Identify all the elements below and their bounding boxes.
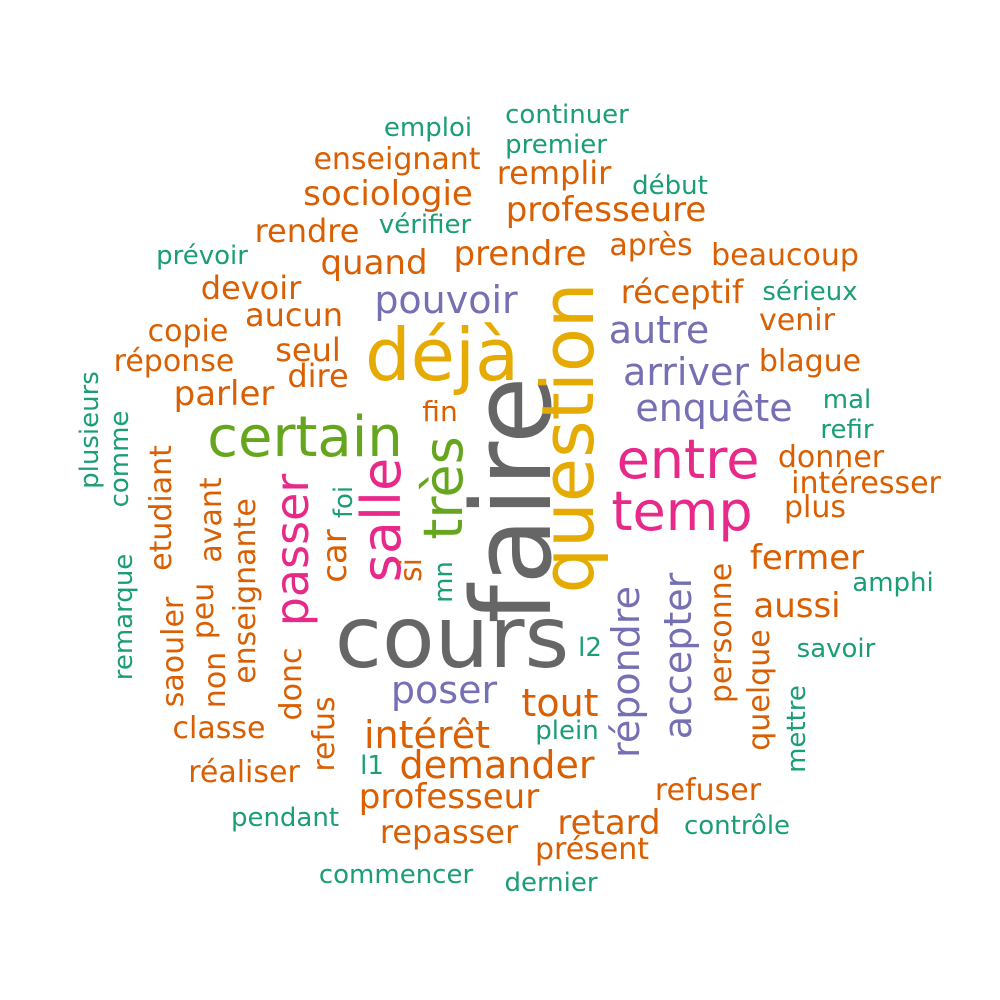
word-prendre: prendre — [453, 234, 587, 274]
word-prevoir: prévoir — [156, 241, 248, 271]
word-interet: intérêt — [364, 713, 490, 757]
word-enseignante: enseignante — [228, 498, 263, 684]
word-quand: quand — [320, 243, 428, 283]
word-plus: plus — [783, 490, 847, 525]
word-enquete: enquête — [635, 386, 793, 430]
word-realiser: réaliser — [188, 755, 300, 790]
word-l2: l2 — [578, 633, 602, 663]
word-car: car — [315, 529, 355, 583]
word-personne: personne — [704, 562, 739, 704]
word-dernier: dernier — [504, 868, 598, 898]
word-parler: parler — [173, 374, 275, 414]
word-commencer: commencer — [318, 860, 474, 890]
word-sociologie: sociologie — [303, 174, 473, 214]
word-mal: mal — [822, 385, 872, 415]
word-non: non — [198, 651, 233, 709]
word-classe: classe — [172, 711, 266, 746]
word-peu: peu — [186, 582, 221, 640]
word-remarque: remarque — [109, 553, 139, 681]
word-fin: fin — [422, 395, 458, 428]
word-controle: contrôle — [683, 811, 791, 841]
word-refus: refus — [307, 696, 342, 772]
word-retard: retard — [557, 803, 661, 843]
word-rendre: rendre — [254, 212, 360, 250]
word-plusieurs: plusieurs — [75, 371, 105, 489]
word-accepter: accepter — [656, 572, 700, 740]
word-mn: mn — [429, 561, 459, 603]
word-remplir: remplir — [496, 154, 612, 192]
word-quelque: quelque — [742, 629, 777, 751]
word-etudiant: etudiant — [144, 445, 179, 571]
word-refuser: refuser — [654, 773, 762, 808]
word-comme: comme — [105, 410, 135, 508]
word-repondre: répondre — [604, 586, 648, 758]
word-beaucoup: beaucoup — [711, 238, 859, 273]
word-tres: très — [412, 436, 475, 540]
word-mettre: mettre — [782, 685, 812, 773]
word-repasser: repasser — [379, 813, 519, 851]
word-premier: premier — [505, 130, 607, 160]
word-serieux: sérieux — [762, 277, 858, 307]
word-temp: temp — [611, 480, 753, 543]
word-blague: blague — [758, 344, 862, 379]
word-devoir: devoir — [200, 269, 302, 307]
word-emploi: emploi — [383, 113, 473, 143]
word-savoir: savoir — [796, 634, 876, 664]
word-copie: copie — [147, 314, 229, 349]
word-apres: après — [609, 228, 693, 263]
word-receptif: réceptif — [620, 273, 744, 311]
word-pendant: pendant — [230, 803, 340, 833]
word-deja: déjà — [364, 313, 520, 397]
word-foi: foi — [329, 485, 359, 519]
word-continuer: continuer — [505, 100, 629, 130]
word-enseignant: enseignant — [313, 142, 481, 177]
word-passer: passer — [265, 473, 319, 627]
word-si: si — [394, 558, 429, 582]
word-certain: certain — [207, 405, 403, 470]
word-donc: donc — [274, 647, 309, 721]
word-interesser: intéresser — [791, 466, 941, 501]
word-fermer: fermer — [749, 538, 865, 578]
word-present: présent — [534, 832, 650, 867]
word-verifier: vérifier — [378, 210, 472, 240]
word-demander: demander — [399, 743, 595, 787]
word-aussi: aussi — [753, 586, 841, 626]
word-tout: tout — [521, 681, 599, 725]
word-debut: début — [632, 171, 708, 201]
word-avant: avant — [194, 477, 229, 563]
word-amphi: amphi — [852, 568, 934, 598]
word-professeur: professeur — [358, 777, 540, 817]
word-question: question — [526, 282, 610, 594]
word-aucun: aucun — [244, 296, 344, 334]
word-professeure: professeure — [505, 190, 707, 230]
word-plein: plein — [535, 716, 599, 746]
word-entre: entre — [616, 428, 760, 491]
word-refir: refir — [820, 415, 874, 445]
word-l1: l1 — [360, 751, 384, 781]
word-arriver: arriver — [623, 350, 749, 394]
word-donner: donner — [777, 440, 885, 475]
word-pouvoir: pouvoir — [374, 278, 518, 322]
word-cours: cours — [334, 588, 570, 688]
word-saouler: saouler — [156, 596, 191, 708]
word-dire: dire — [287, 357, 349, 395]
word-seul: seul — [275, 331, 341, 369]
word-venir: venir — [759, 303, 835, 338]
word-autre: autre — [608, 308, 710, 352]
word-reponse: réponse — [113, 344, 235, 379]
word-poser: poser — [390, 668, 498, 712]
